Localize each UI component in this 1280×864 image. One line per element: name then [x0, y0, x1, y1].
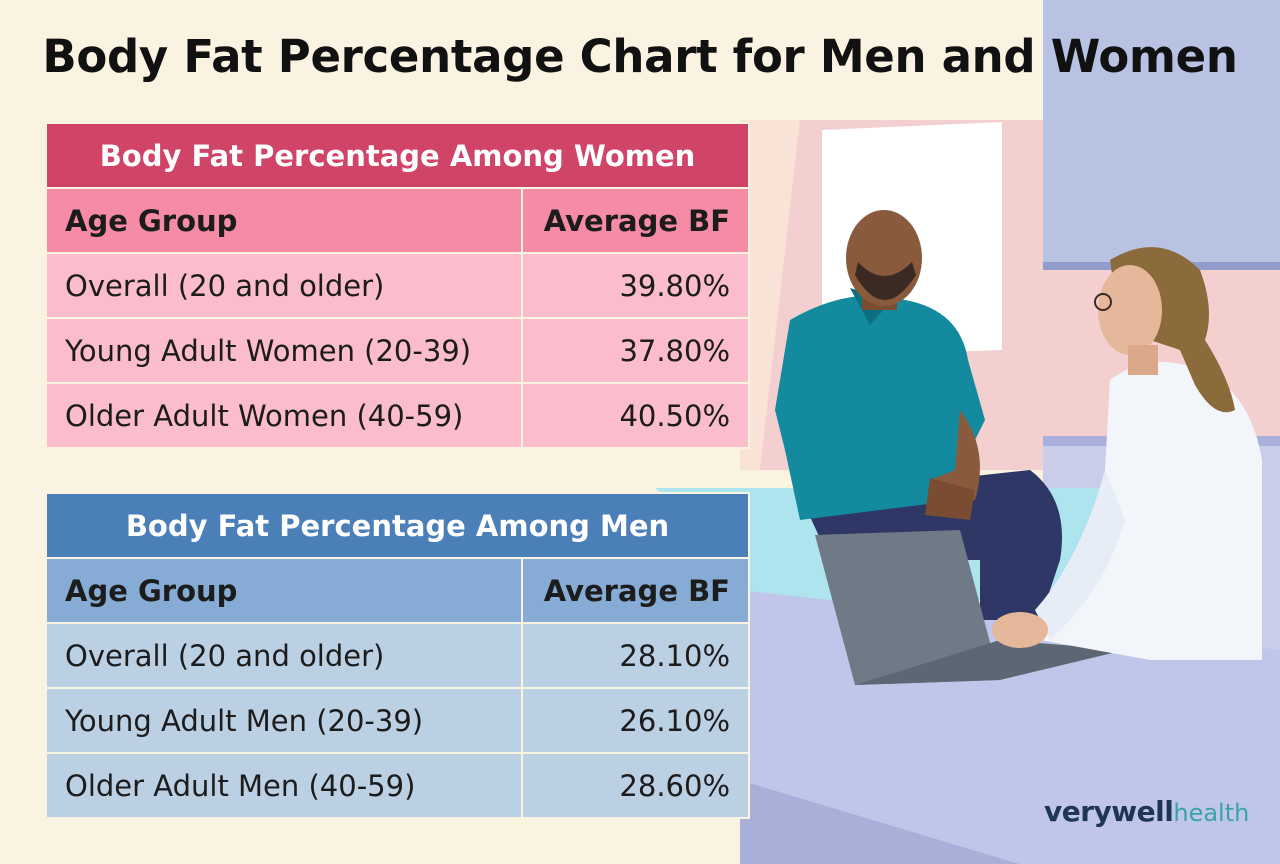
verywell-health-logo: verywellhealth: [1044, 795, 1249, 828]
doctor-face: [1098, 265, 1162, 355]
doctor-hand: [992, 612, 1048, 648]
women-row-value: 39.80%: [522, 253, 749, 318]
men-col-average-bf: Average BF: [522, 558, 749, 623]
men-row-value: 28.10%: [522, 623, 749, 688]
doctor-neck: [1128, 345, 1158, 375]
women-table-title: Body Fat Percentage Among Women: [46, 123, 749, 188]
women-row-value: 40.50%: [522, 383, 749, 448]
page-title: Body Fat Percentage Chart for Men and Wo…: [0, 30, 1280, 83]
men-row-label: Young Adult Men (20-39): [46, 688, 522, 753]
women-row-value: 37.80%: [522, 318, 749, 383]
logo-wordmark-verywell: verywell: [1044, 795, 1173, 828]
men-table-title: Body Fat Percentage Among Men: [46, 493, 749, 558]
table-row: Older Adult Women (40-59) 40.50%: [46, 383, 749, 448]
women-col-average-bf: Average BF: [522, 188, 749, 253]
women-row-label: Overall (20 and older): [46, 253, 522, 318]
men-row-value: 28.60%: [522, 753, 749, 818]
men-row-label: Overall (20 and older): [46, 623, 522, 688]
logo-wordmark-health: health: [1173, 799, 1249, 827]
women-row-label: Young Adult Women (20-39): [46, 318, 522, 383]
men-bf-table: Body Fat Percentage Among Men Age Group …: [45, 492, 750, 819]
men-row-value: 26.10%: [522, 688, 749, 753]
table-row: Young Adult Women (20-39) 37.80%: [46, 318, 749, 383]
table-row: Overall (20 and older) 28.10%: [46, 623, 749, 688]
table-row: Overall (20 and older) 39.80%: [46, 253, 749, 318]
men-col-age-group: Age Group: [46, 558, 522, 623]
table-row: Older Adult Men (40-59) 28.60%: [46, 753, 749, 818]
men-row-label: Older Adult Men (40-59): [46, 753, 522, 818]
women-col-age-group: Age Group: [46, 188, 522, 253]
women-bf-table: Body Fat Percentage Among Women Age Grou…: [45, 122, 750, 449]
table-row: Young Adult Men (20-39) 26.10%: [46, 688, 749, 753]
women-row-label: Older Adult Women (40-59): [46, 383, 522, 448]
